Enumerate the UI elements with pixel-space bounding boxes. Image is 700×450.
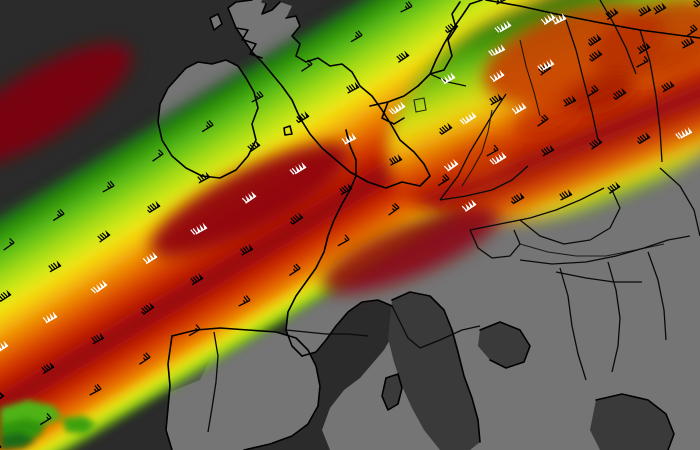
border-balkans-3	[647, 251, 667, 341]
border-france-spain	[285, 329, 369, 337]
river-danube	[519, 243, 665, 257]
border-germany-poland	[565, 19, 599, 141]
land-orkney	[250, 0, 262, 6]
border-switzerland	[469, 229, 521, 259]
coast-france-atlantic	[285, 129, 357, 357]
coastline-layer	[157, 0, 700, 450]
terrain-greece	[590, 394, 674, 450]
river-rhine	[461, 109, 493, 187]
border-czech	[519, 189, 621, 245]
core-poland	[563, 74, 637, 116]
border-germany-south	[469, 187, 605, 231]
border-balkans-2	[607, 261, 621, 373]
core-atlantic	[0, 43, 132, 167]
terrain-alps-italy	[388, 292, 480, 450]
coast-ireland	[157, 59, 259, 179]
border-italy-north	[419, 325, 481, 349]
terrain-balkans	[478, 322, 530, 368]
coast-adriatic	[479, 321, 531, 369]
border-romania	[659, 167, 700, 237]
lake-ijssel	[413, 97, 427, 113]
coast-corsica-sardinia	[381, 373, 403, 411]
border-balkans-1	[559, 267, 587, 381]
coast-isle-of-man	[283, 125, 293, 136]
coast-norway-south	[485, 0, 700, 39]
coast-hebrides	[209, 13, 223, 31]
border-layer	[207, 0, 700, 433]
coast-netherlands	[369, 85, 419, 125]
coast-italy	[391, 291, 481, 443]
terrain-corsica-sardinia	[382, 374, 402, 410]
coast-great-britain	[227, 0, 431, 189]
coast-portugal	[165, 335, 173, 450]
border-hungary-south	[555, 271, 642, 283]
border-france-germany	[439, 93, 507, 201]
border-france-italy	[391, 305, 421, 349]
border-portugal-spain	[207, 331, 219, 433]
coast-iberia	[171, 327, 321, 450]
coast-scotland-firths	[235, 27, 263, 59]
core-england	[321, 207, 499, 293]
coast-greece	[595, 393, 675, 450]
river-elbe	[519, 39, 541, 117]
hydrography-layer	[413, 39, 665, 257]
core-baltic	[592, 0, 700, 81]
border-austria-hungary	[519, 235, 691, 265]
coast-biscay-iberia	[301, 299, 393, 357]
border-benelux	[439, 165, 529, 201]
